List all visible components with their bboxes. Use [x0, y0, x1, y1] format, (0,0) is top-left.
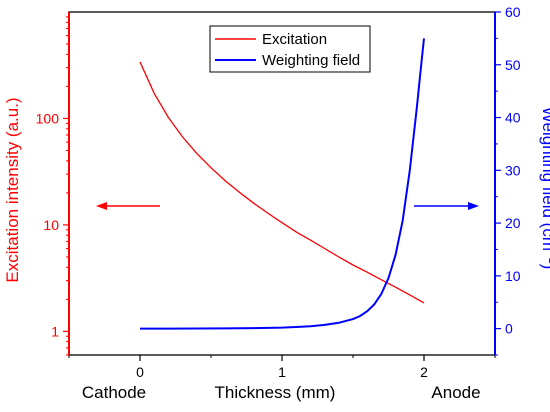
right-y-tick-label: 30 [505, 162, 521, 178]
left-y-tick-label: 10 [43, 217, 59, 233]
right-y-tick-label: 40 [505, 110, 521, 126]
right-y-axis-title-tail: ) [539, 264, 550, 270]
left-y-tick-label: 100 [36, 110, 60, 126]
x-tick-label: 0 [136, 364, 144, 380]
right-y-axis-title-sup: −1 [546, 251, 550, 264]
right-y-axis-title-main: Weighting field (cm [539, 107, 550, 251]
right-axis-arrow [414, 202, 479, 210]
right-y-tick-label: 10 [505, 268, 521, 284]
right-y-axis-ticks: 0 10 20 30 40 50 60 [495, 4, 521, 356]
right-y-axis-title: Weighting field (cm−1) [539, 107, 550, 269]
cathode-label: Cathode [82, 383, 146, 402]
x-tick-label: 2 [420, 364, 428, 380]
x-axis-title: Thickness (mm) [215, 383, 336, 402]
legend-box [209, 25, 371, 73]
right-y-tick-label: 60 [505, 4, 521, 20]
right-y-tick-label: 20 [505, 215, 521, 231]
series-excitation-line [139, 61, 425, 304]
anode-label: Anode [431, 383, 480, 402]
x-axis-ticks: 0 1 2 [68, 355, 496, 380]
legend-label-excitation: Excitation [262, 31, 327, 48]
left-axis-arrow [96, 202, 160, 210]
series-weighting-field-line [140, 38, 425, 330]
legend-label-weighting-field: Weighting field [262, 52, 360, 69]
legend: Excitation Weighting field [209, 25, 371, 73]
right-y-tick-label: 50 [505, 57, 521, 73]
x-tick-label: 1 [278, 364, 286, 380]
left-y-tick-label: 1 [51, 323, 59, 339]
right-y-tick-label: 0 [505, 321, 513, 337]
left-y-axis-title: Excitation intensity (a.u.) [3, 97, 22, 282]
left-y-axis-ticks: 1 10 100 [36, 16, 69, 356]
